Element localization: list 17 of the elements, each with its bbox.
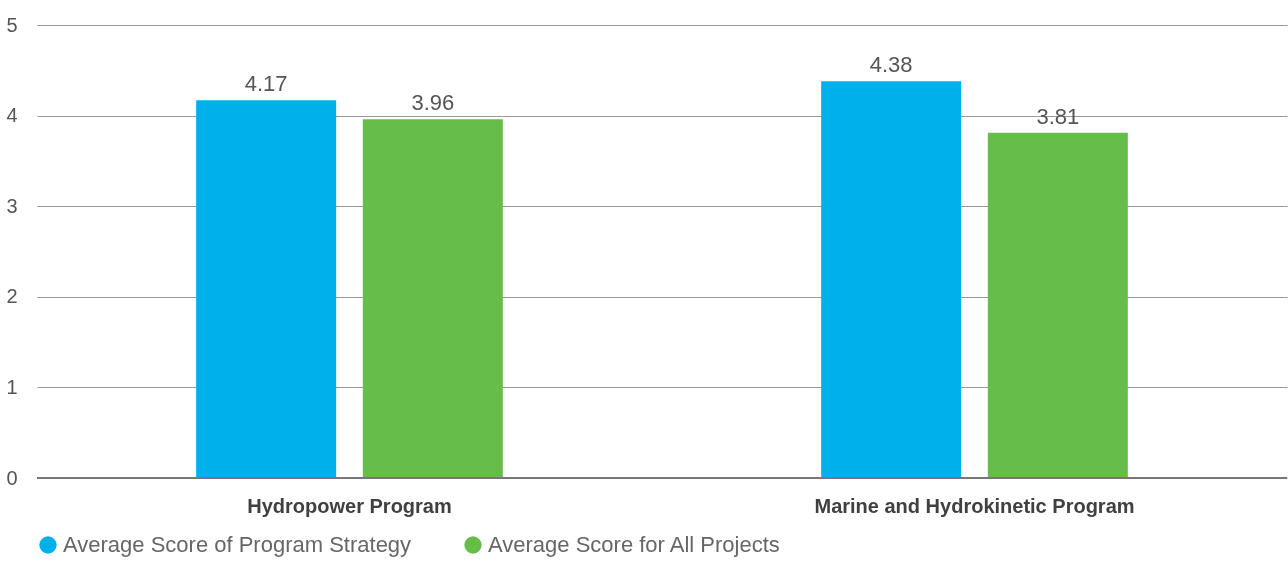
y-tick-label: 3 [6, 194, 18, 217]
legend-label: Average Score for All Projects [488, 532, 780, 557]
data-label: 4.17 [244, 71, 288, 97]
x-tick-label: Marine and Hydrokinetic Program [814, 494, 1135, 517]
x-tick-label: Hydropower Program [247, 494, 452, 517]
y-tick-label: 1 [6, 375, 18, 398]
bar [196, 100, 337, 478]
data-label: 3.96 [411, 90, 455, 116]
y-tick-label: 2 [6, 285, 18, 308]
y-tick-label: 0 [6, 466, 18, 489]
legend-label: Average Score of Program Strategy [63, 532, 412, 557]
data-label: 4.38 [869, 52, 913, 78]
bar [987, 132, 1128, 478]
bar [362, 119, 503, 478]
y-tick-label: 4 [6, 104, 18, 127]
y-tick-label: 5 [6, 13, 18, 36]
bar [821, 81, 962, 478]
